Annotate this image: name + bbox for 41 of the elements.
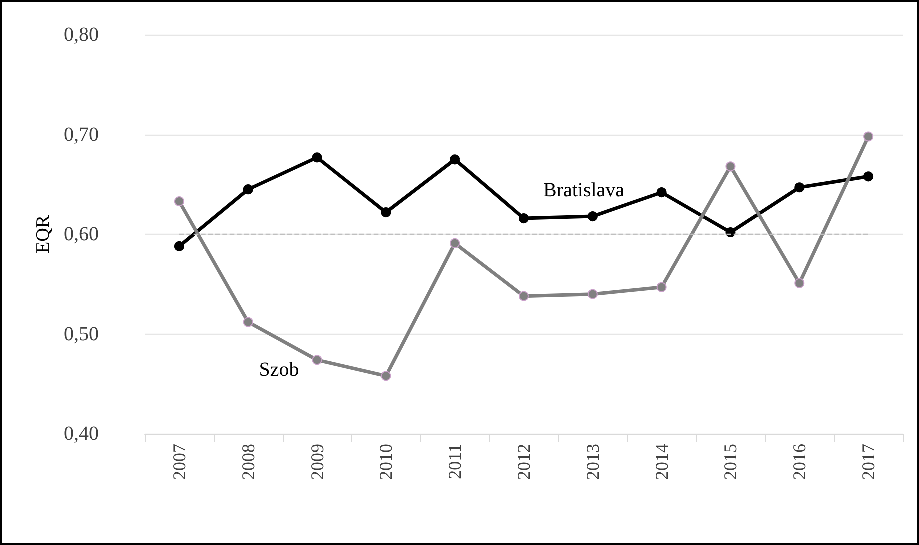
point	[312, 355, 322, 366]
x-tick-label: 2015	[720, 444, 741, 480]
y-tick-label: 0,80	[64, 24, 99, 46]
point	[588, 212, 598, 222]
series-label: Bratislava	[543, 180, 625, 202]
x-tick-label: 2010	[376, 444, 396, 480]
y-tick-label: 0,60	[64, 224, 99, 246]
x-tick-label: 2016	[790, 444, 810, 480]
point	[864, 172, 874, 182]
y-tick-label: 0,50	[64, 323, 99, 346]
point	[726, 162, 736, 172]
x-tick-label: 2014	[652, 444, 672, 480]
x-tick-label: 2008	[238, 444, 258, 480]
y-tick-label: 0,70	[64, 124, 99, 146]
point	[794, 182, 805, 193]
x-tick-label: 2007	[169, 444, 190, 480]
x-tick-label: 2017	[858, 444, 879, 480]
point	[794, 278, 805, 288]
point	[864, 132, 874, 142]
y-tick-label: 0,40	[64, 423, 99, 445]
point	[450, 154, 460, 165]
point	[656, 282, 667, 292]
point	[726, 228, 736, 238]
point	[381, 371, 392, 382]
point	[174, 196, 184, 207]
point	[243, 317, 254, 328]
x-tick-label: 2009	[307, 444, 328, 480]
point	[312, 152, 322, 163]
point	[656, 188, 667, 198]
point	[243, 184, 254, 195]
point	[588, 289, 598, 300]
point	[450, 238, 460, 248]
x-tick-label: 2011	[445, 444, 466, 480]
point	[174, 241, 184, 252]
point	[519, 214, 529, 224]
y-axis-title: EQR	[33, 215, 54, 254]
series-label: Szob	[259, 359, 300, 382]
x-tick-label: 2012	[514, 444, 534, 480]
point	[519, 291, 529, 302]
x-tick-label: 2013	[582, 444, 603, 480]
point	[381, 208, 392, 218]
